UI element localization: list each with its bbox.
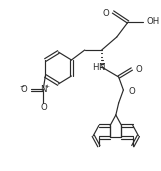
- Text: H: H: [92, 63, 98, 73]
- Text: O: O: [128, 88, 135, 96]
- Text: N: N: [40, 86, 47, 95]
- Text: −: −: [19, 83, 24, 89]
- Text: O: O: [103, 9, 109, 17]
- Text: O: O: [136, 64, 142, 74]
- Text: O: O: [21, 86, 27, 95]
- Text: N̅: N̅: [99, 63, 105, 73]
- Text: OH: OH: [147, 17, 160, 27]
- Text: +: +: [45, 83, 50, 89]
- Text: O: O: [40, 102, 47, 111]
